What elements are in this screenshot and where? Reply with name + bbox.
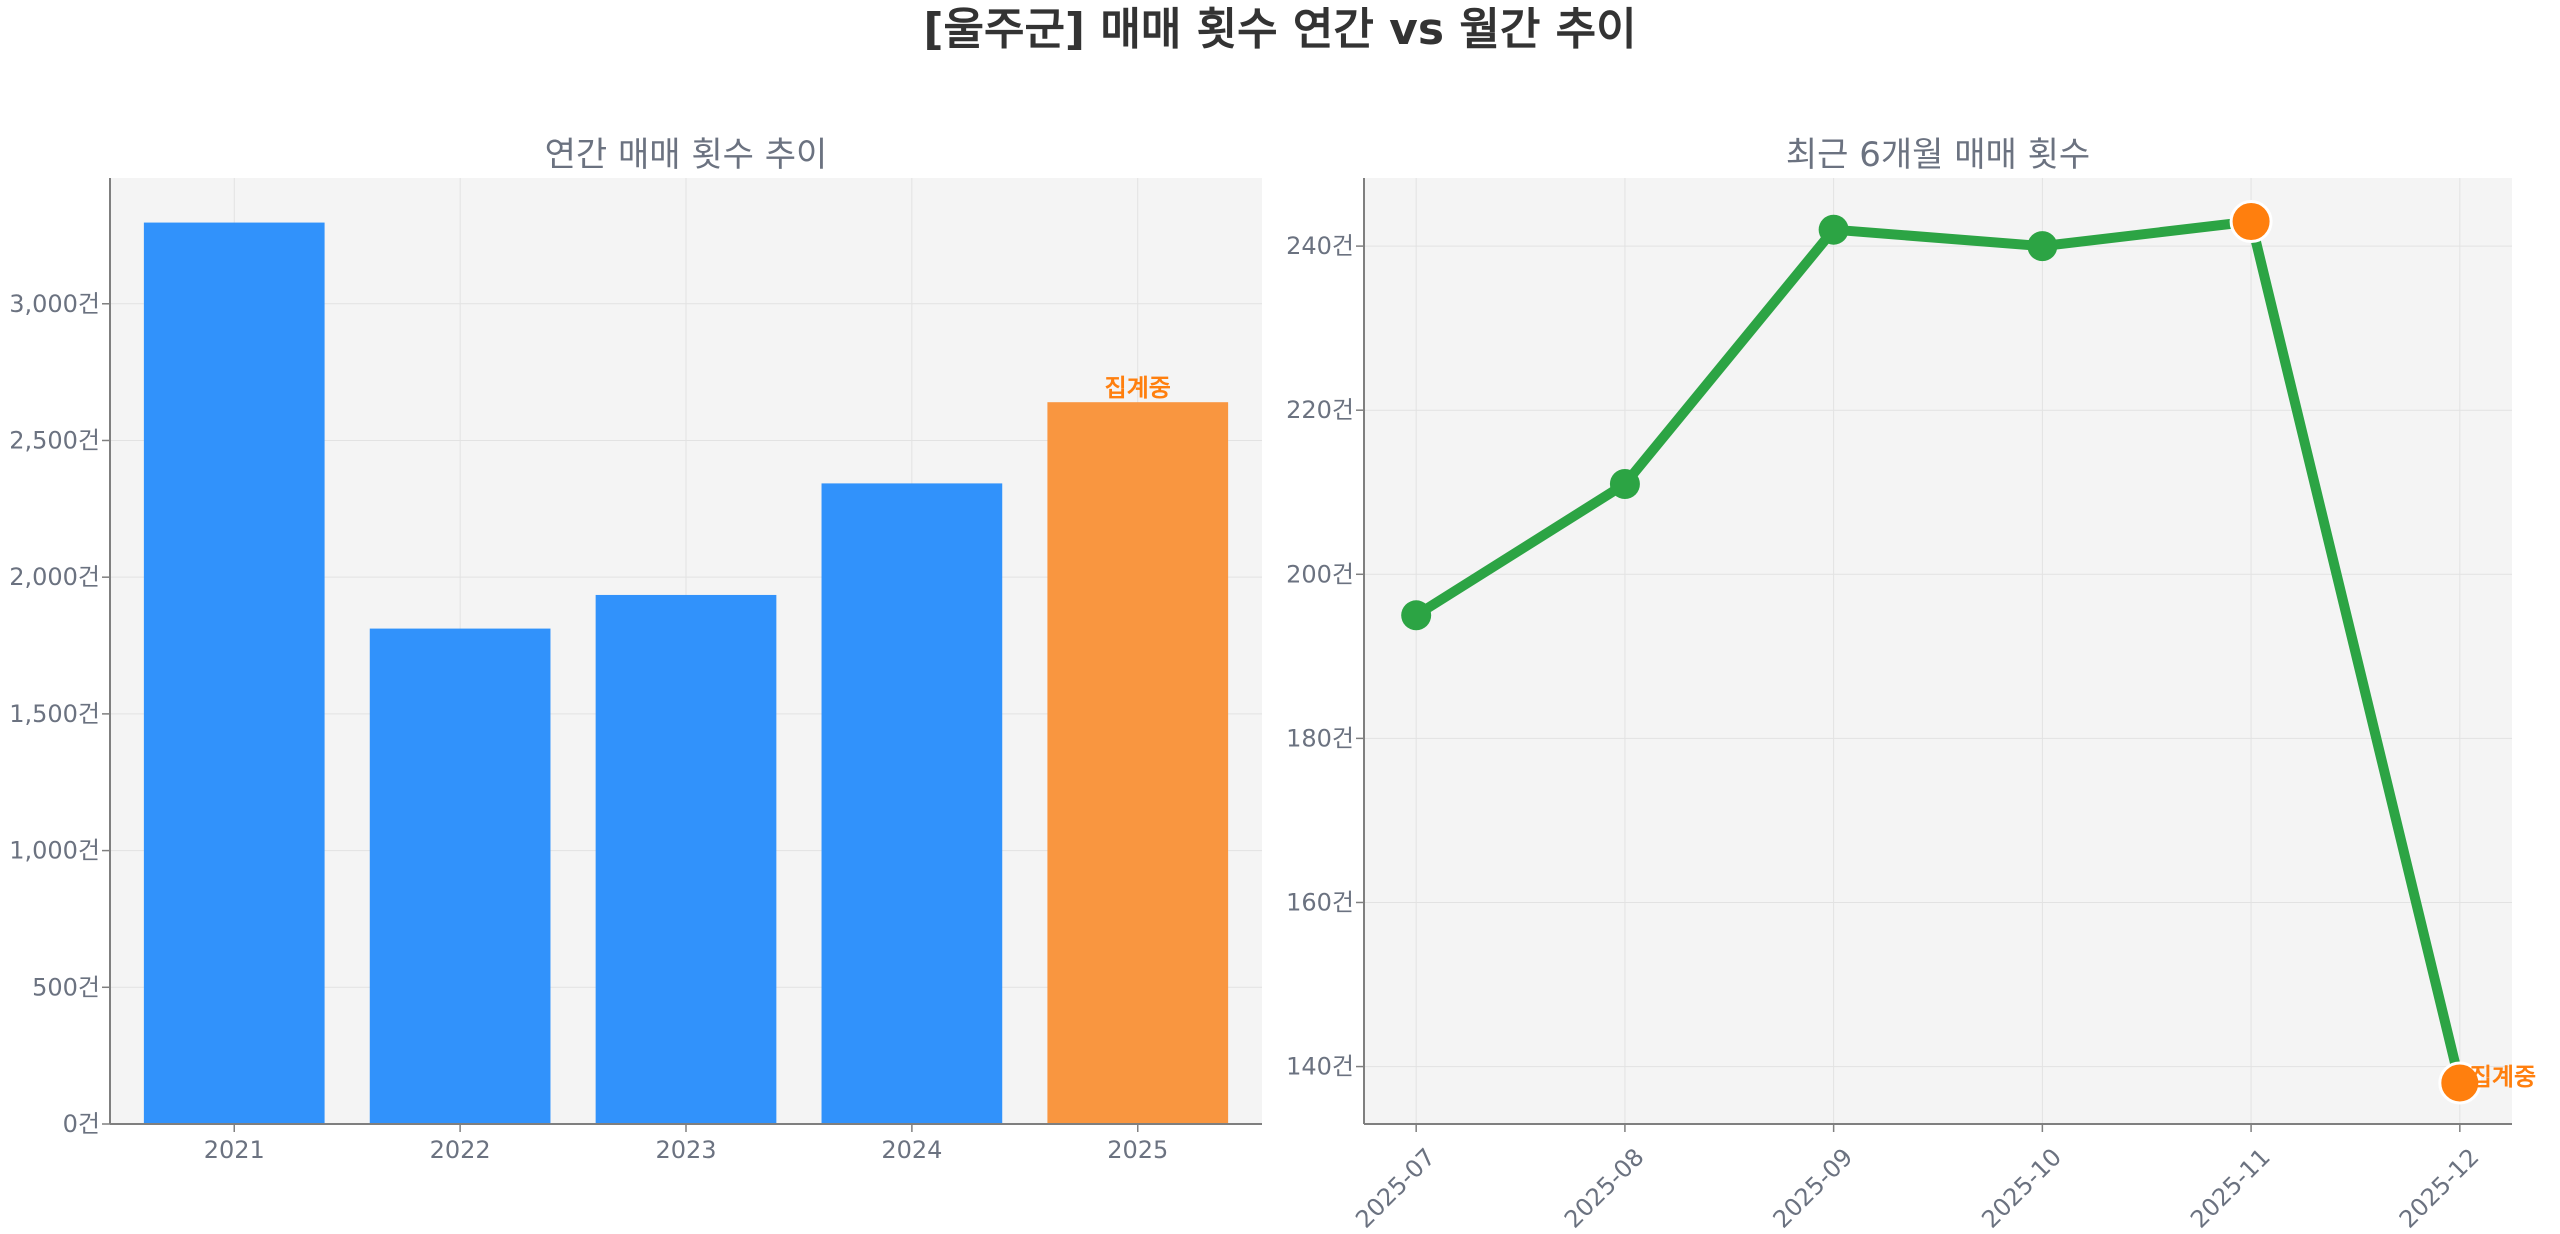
right-annotation-label: 집계중 xyxy=(2470,1063,2536,1091)
right-y-tick-label: 160건 xyxy=(1286,888,1354,916)
right-x-tick-label: 2025-11 xyxy=(2185,1143,2276,1234)
left-x-tick-label: 2023 xyxy=(655,1136,716,1164)
left-y-tick-label: 1,500건 xyxy=(9,700,100,728)
left-y-tick-label: 2,000건 xyxy=(9,563,100,591)
bar-2025 xyxy=(1047,402,1229,1124)
point-2025-09 xyxy=(1818,214,1849,245)
point-2025-08 xyxy=(1609,469,1640,500)
left-y-tick-label: 3,000건 xyxy=(9,290,100,318)
bar-2023 xyxy=(595,594,777,1124)
right-plot-background xyxy=(1364,178,2512,1124)
left-annotation-label: 집계중 xyxy=(1105,374,1171,402)
left-y-tick-label: 500건 xyxy=(32,973,100,1001)
left-x-tick-label: 2024 xyxy=(881,1136,942,1164)
right-x-tick-label: 2025-09 xyxy=(1768,1143,1859,1234)
right-y-tick-label: 180건 xyxy=(1286,724,1354,752)
bar-2021 xyxy=(143,222,325,1124)
right-x-tick-label: 2025-07 xyxy=(1350,1143,1441,1234)
point-2025-10 xyxy=(2027,231,2058,262)
line-series xyxy=(1411,216,2465,1088)
point-highlight-2025-11 xyxy=(2229,199,2273,243)
bar-2024 xyxy=(821,483,1003,1124)
left-x-tick-label: 2025 xyxy=(1107,1136,1168,1164)
main-title: [울주군] 매매 횟수 연간 vs 월간 추이 xyxy=(923,4,1637,55)
right-chart-title: 최근 6개월 매매 횟수 xyxy=(1786,135,2090,175)
left-y-tick-label: 1,000건 xyxy=(9,837,100,865)
left-chart-title: 연간 매매 횟수 추이 xyxy=(545,135,828,175)
point-2025-07 xyxy=(1401,600,1432,631)
right-x-tick-label: 2025-12 xyxy=(2394,1143,2485,1234)
left-y-tick-label: 0건 xyxy=(63,1110,100,1138)
right-y-tick-label: 240건 xyxy=(1286,232,1354,260)
left-x-tick-label: 2021 xyxy=(204,1136,265,1164)
right-x-tick-label: 2025-08 xyxy=(1559,1143,1650,1234)
bar-2022 xyxy=(369,628,551,1124)
right-y-tick-label: 200건 xyxy=(1286,560,1354,588)
right-y-tick-label: 140건 xyxy=(1286,1053,1354,1081)
right-y-tick-label: 220건 xyxy=(1286,396,1354,424)
left-y-tick-label: 2,500건 xyxy=(9,426,100,454)
point-highlight-2025-12 xyxy=(2438,1061,2482,1105)
left-x-tick-label: 2022 xyxy=(430,1136,491,1164)
right-x-tick-label: 2025-10 xyxy=(1976,1143,2067,1234)
